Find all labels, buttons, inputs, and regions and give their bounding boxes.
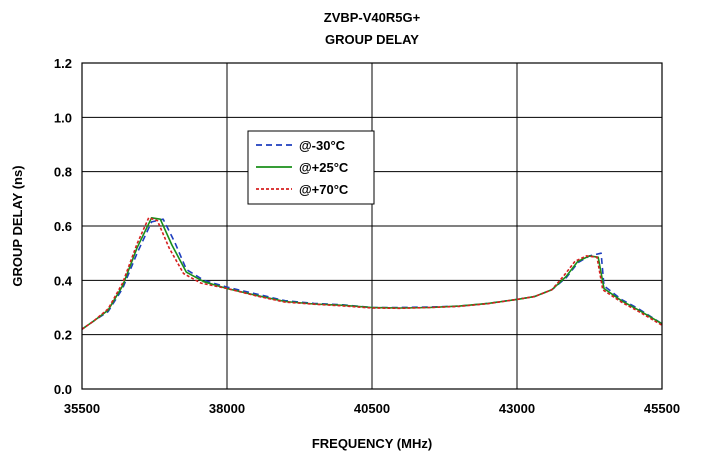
y-tick-label: 0.0 — [54, 382, 72, 397]
y-tick-label: 0.2 — [54, 328, 72, 343]
x-tick-label: 38000 — [209, 401, 245, 416]
legend: @-30°C @+25°C @+70°C — [247, 130, 375, 205]
x-tick-label: 35500 — [64, 401, 100, 416]
legend-label-3: @+70°C — [299, 182, 349, 197]
series-lines — [81, 217, 663, 330]
grid-lines — [81, 62, 663, 390]
series-line-3 — [81, 217, 663, 330]
legend-label-1: @-30°C — [299, 138, 346, 153]
y-tick-label: 1.2 — [54, 56, 72, 71]
y-tick-label: 0.4 — [54, 273, 73, 288]
chart-subtitle: GROUP DELAY — [325, 32, 419, 47]
x-tick-label: 45500 — [644, 401, 680, 416]
x-axis-label: FREQUENCY (MHz) — [312, 436, 432, 451]
legend-items: @-30°C @+25°C @+70°C — [256, 138, 349, 197]
y-tick-label: 0.6 — [54, 219, 72, 234]
x-tick-label: 40500 — [354, 401, 390, 416]
x-tick-labels: 35500 38000 40500 43000 45500 — [64, 401, 680, 416]
y-tick-labels: 0.0 0.2 0.4 0.6 0.8 1.0 1.2 — [54, 56, 73, 397]
legend-label-2: @+25°C — [299, 160, 349, 175]
plot-frame — [81, 62, 663, 390]
y-axis-label: GROUP DELAY (ns) — [10, 165, 25, 286]
chart-title: ZVBP-V40R5G+ — [324, 10, 421, 25]
y-tick-label: 1.0 — [54, 110, 72, 125]
series-line-2 — [81, 217, 663, 330]
y-tick-label: 0.8 — [54, 165, 72, 180]
x-tick-label: 43000 — [499, 401, 535, 416]
